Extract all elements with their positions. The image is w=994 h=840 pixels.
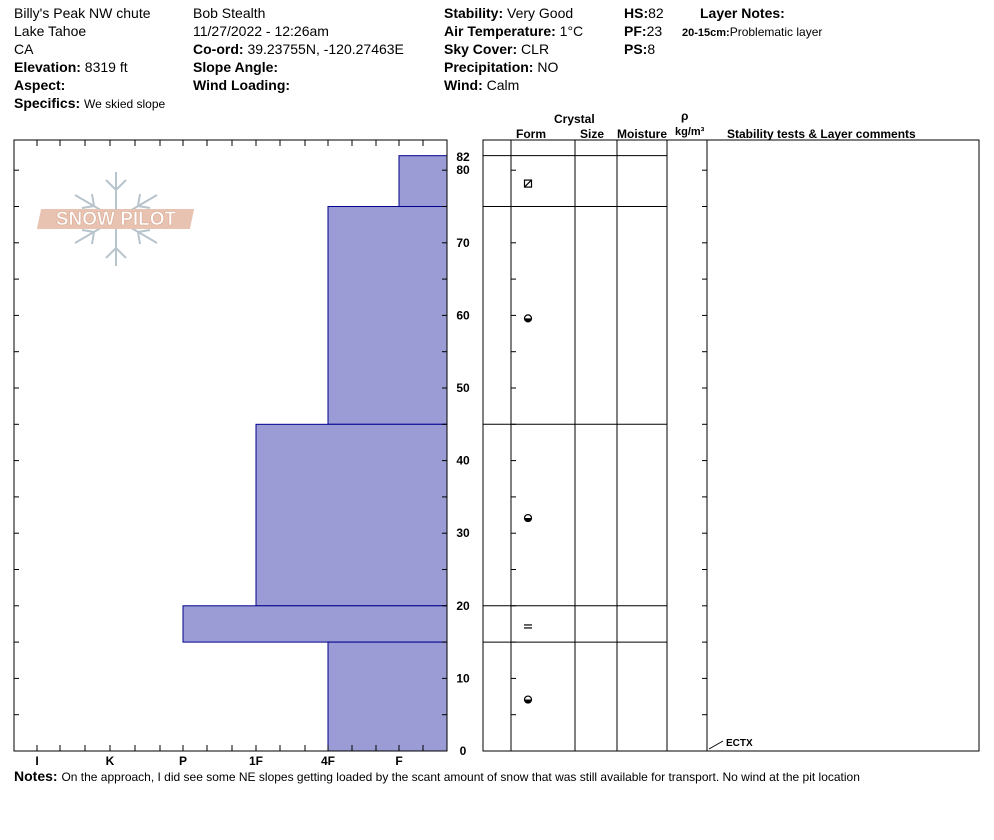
layer-notes-label: Layer Notes: [700, 5, 785, 21]
specifics-row: Specifics: We skied slope [14, 94, 165, 113]
snow-height-label: 82 [456, 150, 470, 164]
grain-half-fill [524, 518, 532, 522]
stability-label: Stability: [444, 5, 504, 21]
logo-text: SNOW PILOT [56, 209, 177, 230]
slope-angle-row: Slope Angle: [193, 58, 278, 76]
wind-loading-row: Wind Loading: [193, 76, 290, 94]
grain-half-fill [524, 699, 532, 704]
hardness-plot-frame [13, 139, 448, 752]
wind-value: Calm [486, 77, 520, 93]
rho-heading: ρ [681, 109, 689, 123]
coord-label: Co-ord: [193, 41, 244, 57]
crystal-heading: Crystal [554, 112, 595, 126]
stability-comments-frame [706, 139, 980, 752]
elevation-row: Elevation: 8319 ft [14, 58, 128, 76]
form-heading: Form [516, 127, 546, 141]
air-temp-label: Air Temperature: [444, 23, 556, 39]
hardness-label-F: F [395, 754, 402, 768]
ps-label: PS: [624, 41, 648, 57]
hs-value: 82 [648, 5, 664, 21]
region-name: Lake Tahoe [14, 23, 87, 39]
notes-text: On the approach, I did see some NE slope… [61, 770, 860, 784]
depth-label-70: 70 [456, 236, 470, 250]
coord-row: Co-ord: 39.23755N, -120.27463E [193, 40, 404, 58]
grain-form-icon-1 [523, 314, 533, 323]
aspect-label: Aspect: [14, 77, 66, 93]
hardness-bar-2 [255, 423, 448, 607]
depth-label-50: 50 [456, 381, 470, 395]
elevation-value: 8319 ft [84, 59, 128, 75]
moisture-heading: Moisture [617, 127, 668, 141]
ps-value: 8 [647, 41, 656, 57]
layer-note-range: 20-15cm: [682, 27, 730, 39]
grain-form-icon-2 [523, 513, 533, 523]
stability-comments-heading: Stability tests & Layer comments [727, 127, 916, 141]
sky-cover-row: Sky Cover: CLR [444, 40, 549, 58]
specifics-label: Specifics: [14, 95, 81, 111]
wind-loading-label: Wind Loading: [193, 77, 291, 93]
precip-value: NO [537, 59, 559, 75]
density-unit-heading: kg/m³ [675, 126, 705, 138]
hardness-bar-0 [398, 155, 448, 207]
depth-label-30: 30 [456, 526, 470, 540]
notes-row: Notes: On the approach, I did see some N… [14, 767, 860, 786]
depth-label-60: 60 [456, 308, 470, 322]
grain-form-icon-0 [523, 179, 533, 188]
location-name: Billy's Peak NW chute [14, 5, 151, 21]
grain-slash [524, 179, 532, 188]
slope-angle-label: Slope Angle: [193, 59, 279, 75]
precip-label: Precipitation: [444, 59, 534, 75]
stability-value: Very Good [507, 5, 574, 21]
hs-label: HS: [624, 5, 649, 21]
hardness-bar-3 [182, 605, 448, 643]
grain-form-icon-4 [523, 695, 533, 704]
crystal-table-frame [482, 139, 708, 752]
stability-test-pointer-0 [708, 740, 724, 750]
state-name: CA [14, 41, 34, 57]
stability-test-label-0: ECTX [726, 738, 753, 749]
grain-half-fill [524, 318, 532, 322]
logo-banner [36, 209, 195, 229]
layer-note-text: Problematic layer [729, 25, 823, 39]
coord-value: 39.23755N, -120.27463E [247, 41, 404, 57]
grain-square [523, 179, 533, 188]
elevation-label: Elevation: [14, 59, 81, 75]
pf-value: 23 [646, 23, 663, 39]
hardness-bar-1 [327, 206, 448, 425]
depth-label-0: 0 [460, 744, 467, 758]
observer-name: Bob Stealth [193, 5, 266, 21]
ps-row: PS:8 [624, 40, 655, 58]
wind-label: Wind: [444, 77, 483, 93]
air-temp-row: Air Temperature: 1°C [444, 22, 583, 40]
hardness-label-1F: 1F [249, 754, 263, 768]
depth-label-80: 80 [456, 163, 470, 177]
specifics-value: We skied slope [84, 97, 166, 111]
depth-label-40: 40 [456, 454, 470, 468]
stability-row: Stability: Very Good [444, 4, 573, 22]
observation-datetime: 11/27/2022 - 12:26am [193, 23, 329, 39]
hardness-label-I: I [35, 754, 38, 768]
sky-cover-value: CLR [521, 41, 550, 57]
hs-row: HS:82 [624, 4, 664, 22]
precip-row: Precipitation: NO [444, 58, 558, 76]
sky-cover-label: Sky Cover: [444, 41, 518, 57]
depth-label-20: 20 [456, 599, 470, 613]
hardness-bar-4 [327, 641, 448, 752]
hardness-label-P: P [179, 754, 187, 768]
depth-label-10: 10 [456, 671, 470, 685]
grain-form-icon-3 [524, 624, 532, 629]
size-heading: Size [580, 127, 605, 141]
air-temp-value: 1°C [559, 23, 584, 39]
layer-note-row: 20-15cm:Problematic layer [682, 22, 822, 42]
pf-row: PF:23 [624, 22, 662, 40]
pf-label: PF: [624, 23, 647, 39]
hardness-label-4F: 4F [321, 754, 335, 768]
snow-pilot-logo: SNOW PILOT [36, 172, 195, 266]
aspect-row: Aspect: [14, 76, 65, 94]
notes-label: Notes: [14, 768, 58, 784]
hardness-label-K: K [106, 754, 115, 768]
wind-row: Wind: Calm [444, 76, 519, 94]
